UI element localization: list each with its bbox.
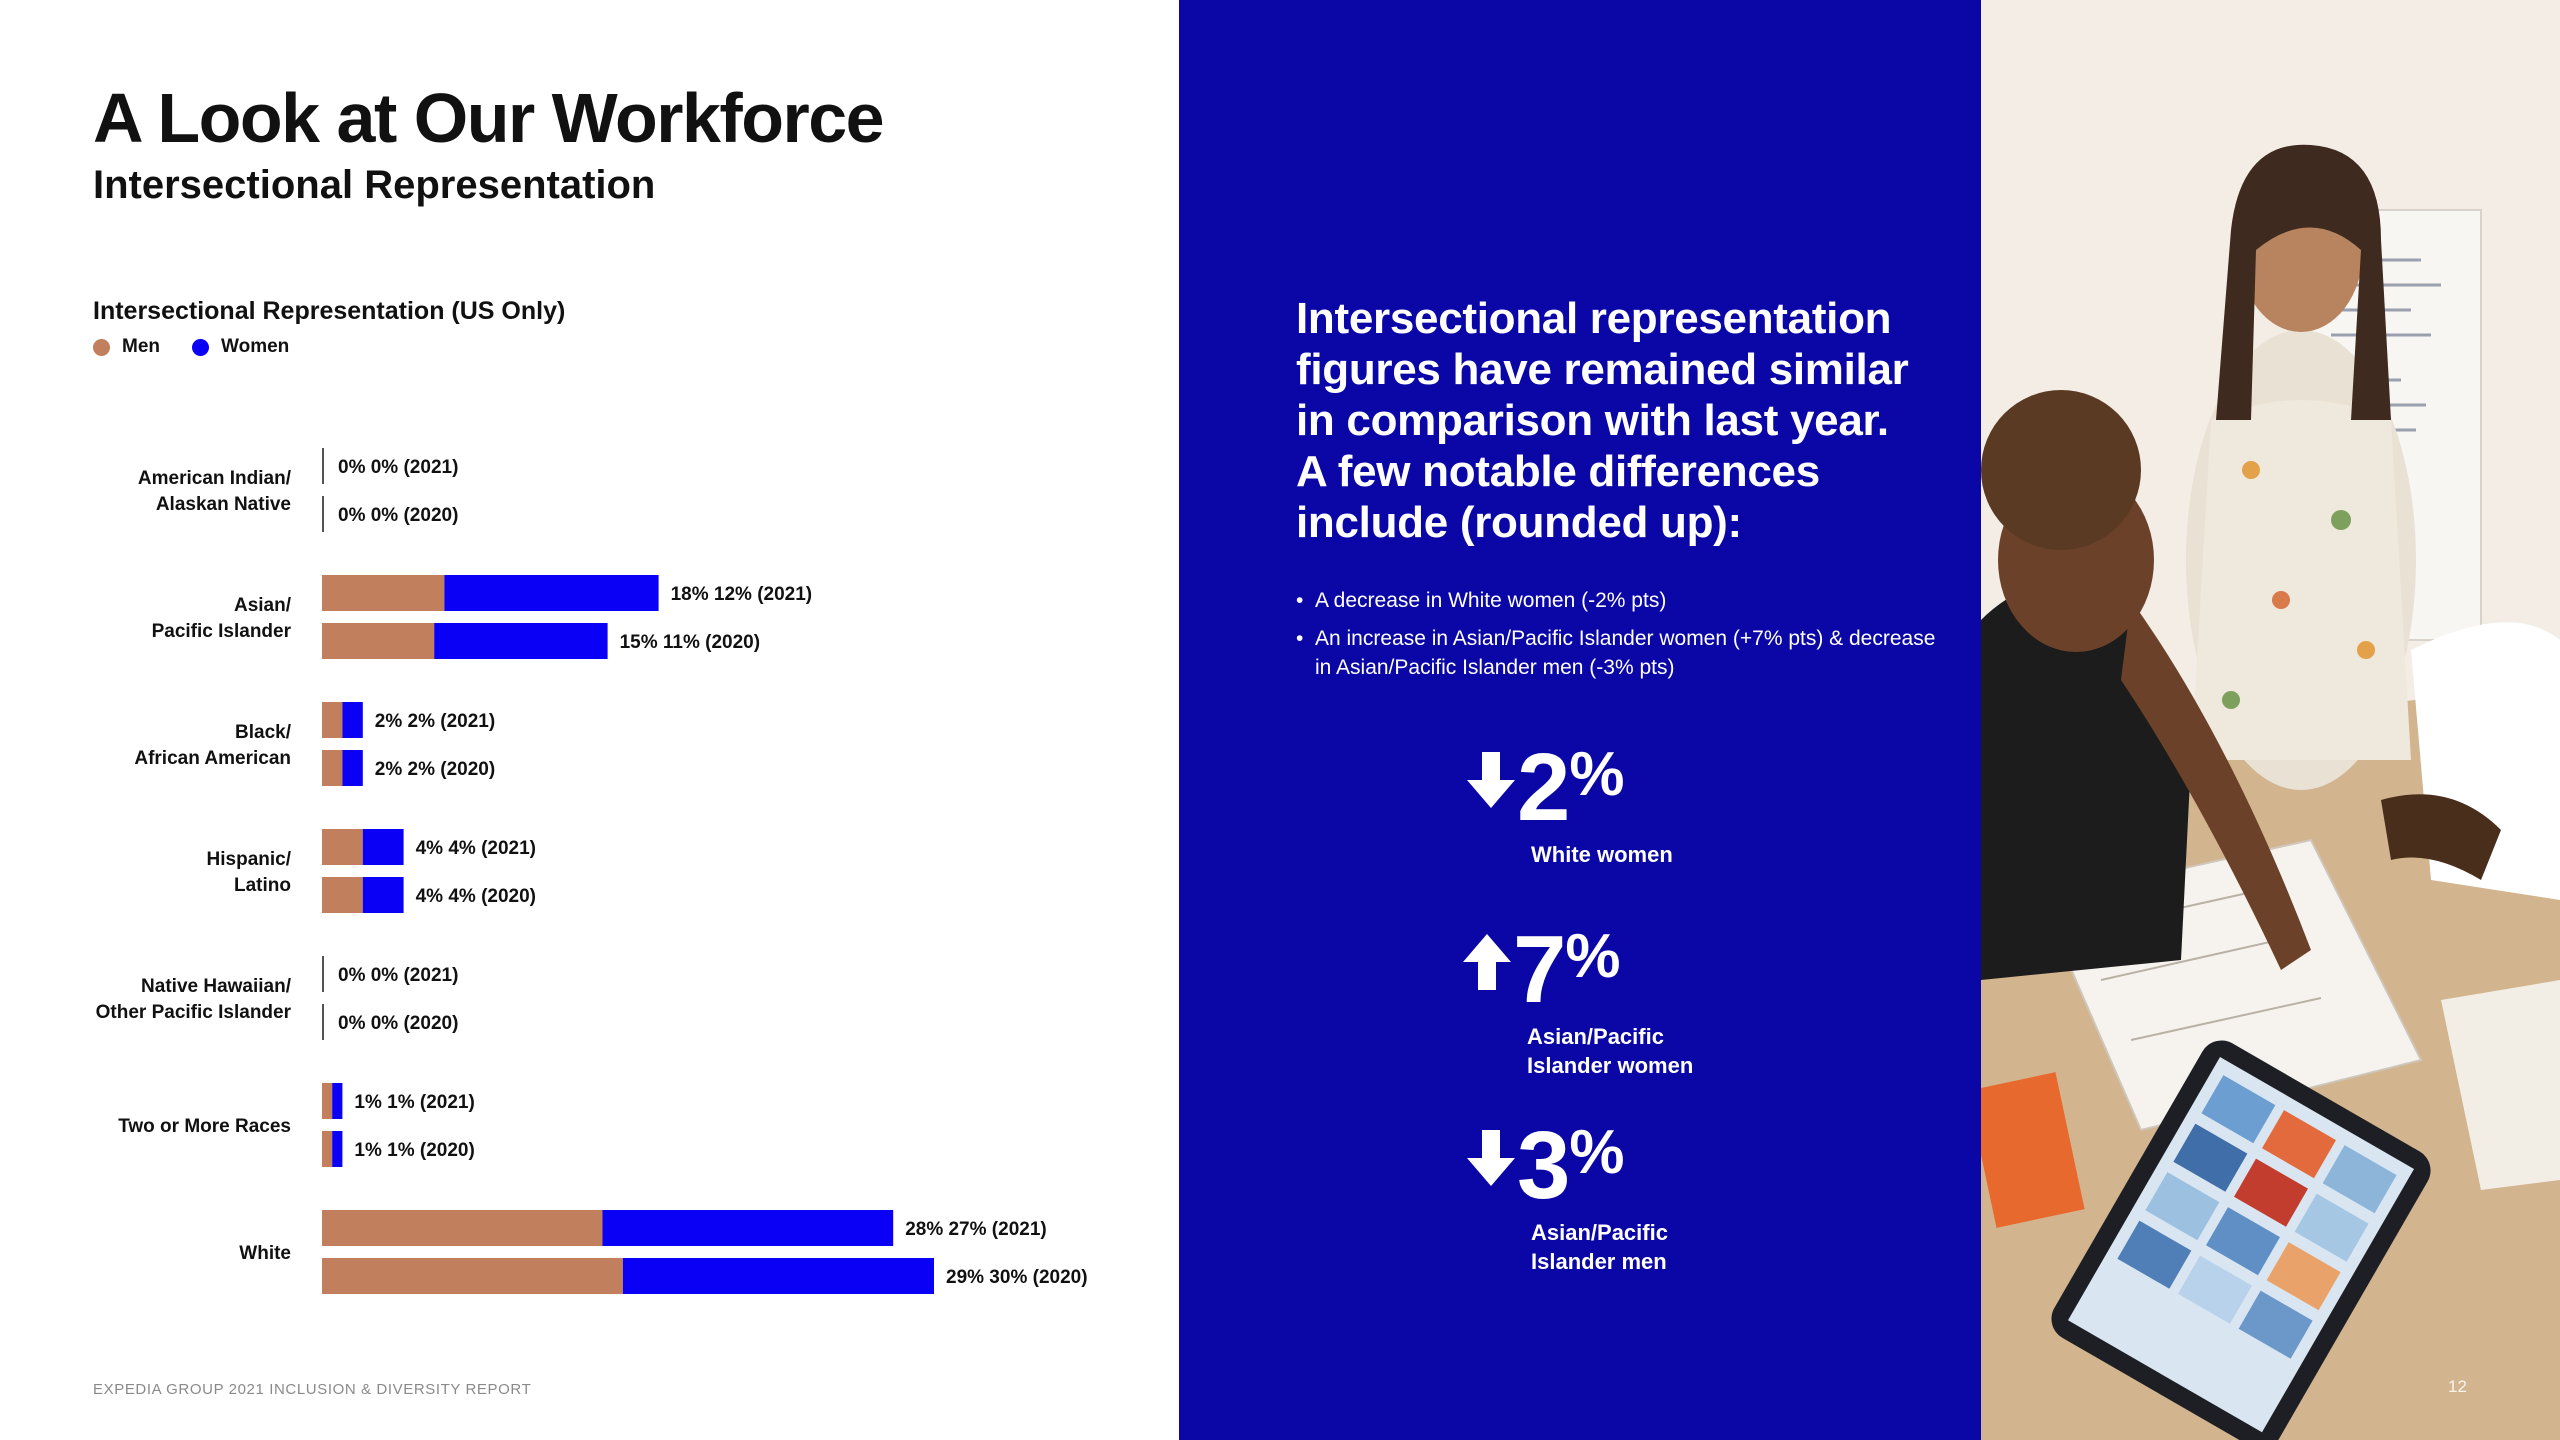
bar-data-label: 4% 4% (2020) (416, 886, 536, 907)
panel-headline: Intersectional representation figures ha… (1296, 293, 1916, 548)
stat-value: 2 (1517, 734, 1570, 841)
arrow-up-icon (1463, 934, 1511, 990)
bar-men (322, 1083, 333, 1119)
stat-value: 7 (1513, 916, 1566, 1023)
stat-label: White women (1531, 840, 1673, 869)
legend-item-men: Men (93, 336, 160, 358)
highlights-panel: Intersectional representation figures ha… (1179, 0, 1981, 1440)
bar-men (322, 1258, 623, 1294)
legend-label-men: Men (122, 336, 160, 357)
bar-women (332, 1131, 343, 1167)
chart-legend: Men Women (93, 334, 321, 360)
category-label: American Indian/ (138, 468, 292, 489)
category-label: Other Pacific Islander (96, 1002, 292, 1023)
intersectional-bar-chart: American Indian/Alaskan Native 0% 0% (202… (96, 448, 1088, 1294)
legend-label-women: Women (221, 336, 290, 357)
bar-women (622, 1258, 934, 1294)
bar-data-label: 18% 12% (2021) (671, 584, 813, 605)
arrow-down-icon (1467, 1130, 1515, 1186)
page-title: A Look at Our Workforce (93, 79, 885, 157)
headline-line: include (rounded up): (1296, 498, 1742, 547)
bar-men (322, 1131, 333, 1167)
list-item: A decrease in White women (-2% pts) (1296, 586, 1936, 615)
category-label: White (239, 1243, 291, 1264)
bar-data-label: 0% 0% (2021) (338, 457, 458, 478)
bar-data-label: 29% 30% (2020) (946, 1267, 1088, 1288)
bar-data-label: 2% 2% (2021) (375, 711, 495, 732)
headline-line: in comparison with last year. (1296, 396, 1889, 445)
stat-label-line: Asian/Pacific (1531, 1220, 1668, 1245)
stat-unit: % (1569, 740, 1625, 809)
bar-data-label: 1% 1% (2020) (354, 1140, 474, 1161)
bar-men (322, 702, 343, 738)
bar-data-label: 2% 2% (2020) (375, 759, 495, 780)
bar-women (602, 1210, 894, 1246)
category-label: Alaskan Native (156, 494, 291, 515)
page-number: 12 (2448, 1377, 2467, 1396)
stat-api-women: 7 % Asian/Pacific Islander women (1461, 922, 1693, 1080)
bar-men (322, 750, 343, 786)
stat-white-women: 2 % White women (1465, 740, 1673, 869)
bar-women (332, 1083, 343, 1119)
team-photo (1981, 0, 2560, 1440)
bar-data-label: 28% 27% (2021) (905, 1219, 1047, 1240)
legend-swatch-women (192, 338, 209, 356)
bar-women (362, 829, 404, 865)
legend-item-women: Women (192, 336, 289, 358)
category-label: Asian/ (234, 595, 292, 616)
stat-value: 3 (1517, 1112, 1570, 1219)
bar-men (322, 623, 435, 659)
team-photo-illustration (1981, 0, 2560, 1440)
stat-label: Asian/Pacific Islander men (1531, 1218, 1668, 1276)
bar-women (342, 750, 363, 786)
arrow-down-icon (1467, 752, 1515, 808)
page-subtitle: Intersectional Representation (93, 163, 656, 207)
report-page-left: A Look at Our Workforce Intersectional R… (0, 0, 1179, 1440)
category-label: Two or More Races (118, 1116, 291, 1137)
bar-data-label: 15% 11% (2020) (620, 632, 761, 653)
stat-label-line: Islander women (1527, 1053, 1694, 1078)
category-label: Pacific Islander (152, 621, 292, 642)
headline-line: Intersectional representation (1296, 294, 1892, 343)
bar-men (322, 1210, 603, 1246)
stat-unit: % (1565, 922, 1621, 991)
bar-women (434, 623, 608, 659)
category-label: Latino (234, 875, 291, 896)
category-label: African American (134, 748, 291, 769)
bar-men (322, 575, 445, 611)
stat-api-men: 3 % Asian/Pacific Islander men (1465, 1118, 1668, 1276)
legend-swatch-men (93, 338, 110, 356)
differences-list: A decrease in White women (-2% pts) An i… (1296, 586, 1936, 691)
stat-label-line: White women (1531, 842, 1673, 867)
category-label: Black/ (235, 722, 292, 743)
bar-women (362, 877, 404, 913)
stat-label: Asian/Pacific Islander women (1527, 1022, 1693, 1080)
stat-label-line: Asian/Pacific (1527, 1024, 1664, 1049)
report-footer: EXPEDIA GROUP 2021 INCLUSION & DIVERSITY… (93, 1381, 532, 1398)
stat-unit: % (1569, 1118, 1625, 1187)
headline-line: figures have remained similar (1296, 345, 1909, 394)
bar-women (444, 575, 659, 611)
bar-men (322, 877, 363, 913)
category-label: Hispanic/ (207, 849, 292, 870)
bar-men (322, 829, 363, 865)
list-item: An increase in Asian/Pacific Islander wo… (1296, 624, 1936, 682)
headline-line: A few notable differences (1296, 447, 1820, 496)
bar-women (342, 702, 363, 738)
bar-data-label: 4% 4% (2021) (416, 838, 536, 859)
bar-data-label: 0% 0% (2020) (338, 1013, 458, 1034)
category-label: Native Hawaiian/ (141, 976, 292, 997)
bar-data-label: 0% 0% (2020) (338, 505, 458, 526)
bar-data-label: 0% 0% (2021) (338, 965, 458, 986)
chart-title: Intersectional Representation (US Only) (93, 297, 566, 325)
bar-data-label: 1% 1% (2021) (354, 1092, 474, 1113)
stat-label-line: Islander men (1531, 1249, 1667, 1274)
